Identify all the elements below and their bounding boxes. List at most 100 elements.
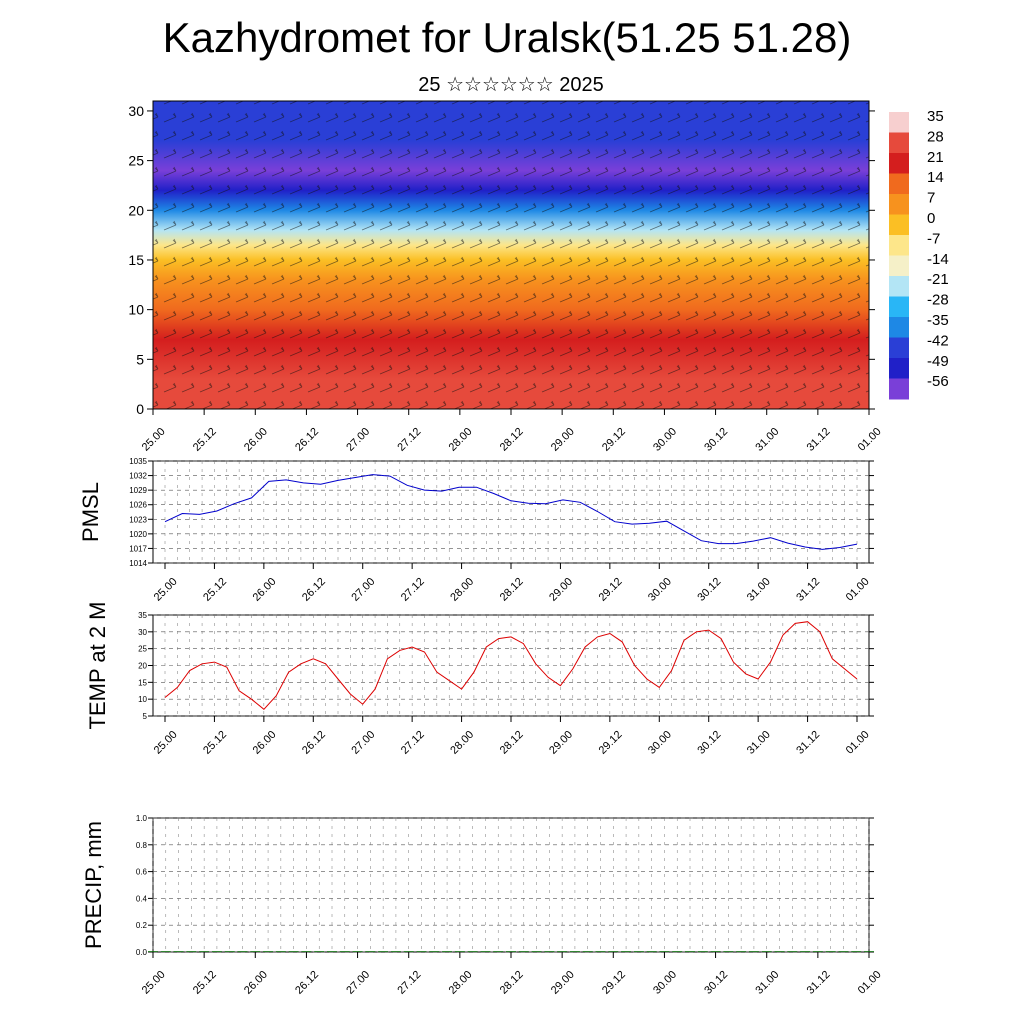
precip-bar: [557, 951, 568, 952]
colorbar-label: -49: [927, 353, 949, 370]
precip-bar: [800, 951, 811, 952]
x-tick-label: 30.00: [651, 969, 679, 997]
y-axis-label: TEMP at 2 M: [85, 602, 110, 730]
x-tick-label: 01.00: [856, 426, 884, 454]
y-tick-label: 1032: [129, 472, 147, 481]
x-tick-label: 31.00: [745, 729, 773, 757]
precip-bar: [659, 951, 670, 952]
precip-bar: [851, 951, 862, 952]
precip-bar: [595, 951, 606, 952]
x-tick-label: 25.00: [140, 426, 168, 454]
precip-bar: [608, 951, 619, 952]
x-tick-label: 29.00: [547, 576, 575, 604]
x-tick-label: 26.12: [293, 426, 321, 454]
colorbar-label: -42: [927, 332, 949, 349]
precip-bar: [211, 951, 222, 952]
y-tick-label: 0.6: [136, 868, 148, 877]
x-tick-label: 26.12: [293, 969, 321, 997]
x-tick-label: 25.12: [201, 576, 229, 604]
precip-bar: [403, 951, 414, 952]
precip-bar: [697, 951, 708, 952]
y-tick-label: 0.2: [136, 921, 148, 930]
wind-barbs-overlay: [153, 101, 869, 409]
colorbar-swatch: [889, 235, 909, 256]
precip-bar: [838, 951, 849, 952]
y-axis-label: PMSL: [78, 482, 103, 542]
x-tick-label: 25.00: [140, 969, 168, 997]
colorbar-label: -28: [927, 292, 949, 309]
y-tick-label: 20: [128, 202, 144, 218]
precip-bar: [339, 951, 350, 952]
colorbar-label: -14: [927, 251, 949, 268]
temperature-colorbar: 35 28 21 14 7 0 -7 -14 -21 -28 -35 -42 -49 -56: [889, 108, 949, 400]
colorbar-label: 14: [927, 169, 944, 186]
precip-bar: [672, 951, 683, 952]
temp-2m-panel: 5 10 15 20 25 30 35 25.00 25.12 26.00 26.12 27.00 27…: [85, 602, 874, 757]
x-tick-label: 26.00: [251, 729, 279, 757]
x-tick-label: 27.12: [395, 426, 423, 454]
y-tick-label: 5: [136, 351, 144, 367]
y-tick-label: 30: [128, 103, 144, 119]
y-tick-label: 1026: [129, 501, 147, 510]
x-tick-label: 29.00: [549, 969, 577, 997]
y-tick-label: 0: [136, 401, 144, 417]
precip-bar: [723, 951, 734, 952]
colorbar-label: 21: [927, 149, 944, 166]
y-tick-label: 1014: [129, 559, 147, 568]
precip-bar: [327, 951, 337, 952]
y-tick-label: 5: [143, 712, 148, 721]
x-tick-label: 28.00: [447, 426, 475, 454]
y-tick-label: 30: [138, 628, 147, 637]
vertical-cross-section-panel: 0 5 10 15 20 25 30 25.00 25.12 26.00 26.12 27.00 27.…: [128, 100, 884, 454]
precip-bar: [569, 951, 580, 952]
colorbar-label: -35: [927, 312, 949, 329]
x-tick-label: 01.00: [844, 576, 872, 604]
precip-bar: [685, 951, 695, 952]
colorbar-swatch: [889, 194, 909, 215]
x-tick-label: 27.00: [349, 729, 377, 757]
x-tick-label: 25.12: [191, 426, 219, 454]
x-tick-label: 27.00: [344, 426, 372, 454]
precip-bar: [761, 951, 772, 952]
pmsl-panel: 1014 1017 1020 1023 1026 1029 1032 1035 25.00 25.…: [78, 457, 874, 604]
precip-bar: [148, 951, 158, 952]
precip-bar: [365, 951, 376, 952]
colorbar-label: -7: [927, 230, 940, 247]
precip-panel: 0.0 0.2 0.4 0.6 0.8 1.0 25.00 25.12 26.00 26.12 27…: [81, 814, 884, 997]
y-tick-label: 1017: [129, 544, 147, 553]
colorbar-swatch: [889, 276, 909, 297]
x-tick-label: 29.12: [600, 969, 628, 997]
x-tick-label: 26.00: [251, 576, 279, 604]
precip-bar: [736, 951, 747, 952]
y-tick-label: 25: [128, 153, 144, 169]
x-tick-label: 29.12: [597, 729, 625, 757]
x-tick-label: 30.00: [646, 729, 674, 757]
x-tick-label: 29.12: [597, 576, 625, 604]
x-tick-label: 30.00: [651, 426, 679, 454]
y-axis-label: PRECIP, mm: [81, 821, 106, 949]
x-tick-label: 30.00: [646, 576, 674, 604]
precip-bar: [531, 951, 542, 952]
chart-title: Kazhydromet for Uralsk(51.25 51.28): [162, 14, 852, 61]
y-tick-label: 25: [138, 645, 147, 654]
precip-bar: [467, 951, 478, 952]
precip-bar: [582, 951, 593, 952]
precip-bar: [237, 951, 248, 952]
colorbar-label: 35: [927, 108, 944, 125]
x-tick-label: 25.12: [201, 729, 229, 757]
precip-bar: [160, 951, 171, 952]
precip-bar: [812, 951, 823, 952]
precip-bar: [633, 951, 644, 952]
precip-bar: [506, 951, 516, 952]
precip-bar: [454, 951, 465, 952]
colorbar-swatch: [889, 296, 909, 318]
x-tick-label: 31.12: [794, 729, 822, 757]
precip-bar: [199, 951, 210, 952]
x-tick-label: 26.00: [242, 969, 270, 997]
precip-bar: [621, 951, 632, 952]
colorbar-swatch: [889, 214, 909, 236]
x-tick-label: 28.00: [447, 969, 475, 997]
precip-bar: [378, 951, 389, 952]
y-tick-label: 15: [128, 252, 144, 268]
